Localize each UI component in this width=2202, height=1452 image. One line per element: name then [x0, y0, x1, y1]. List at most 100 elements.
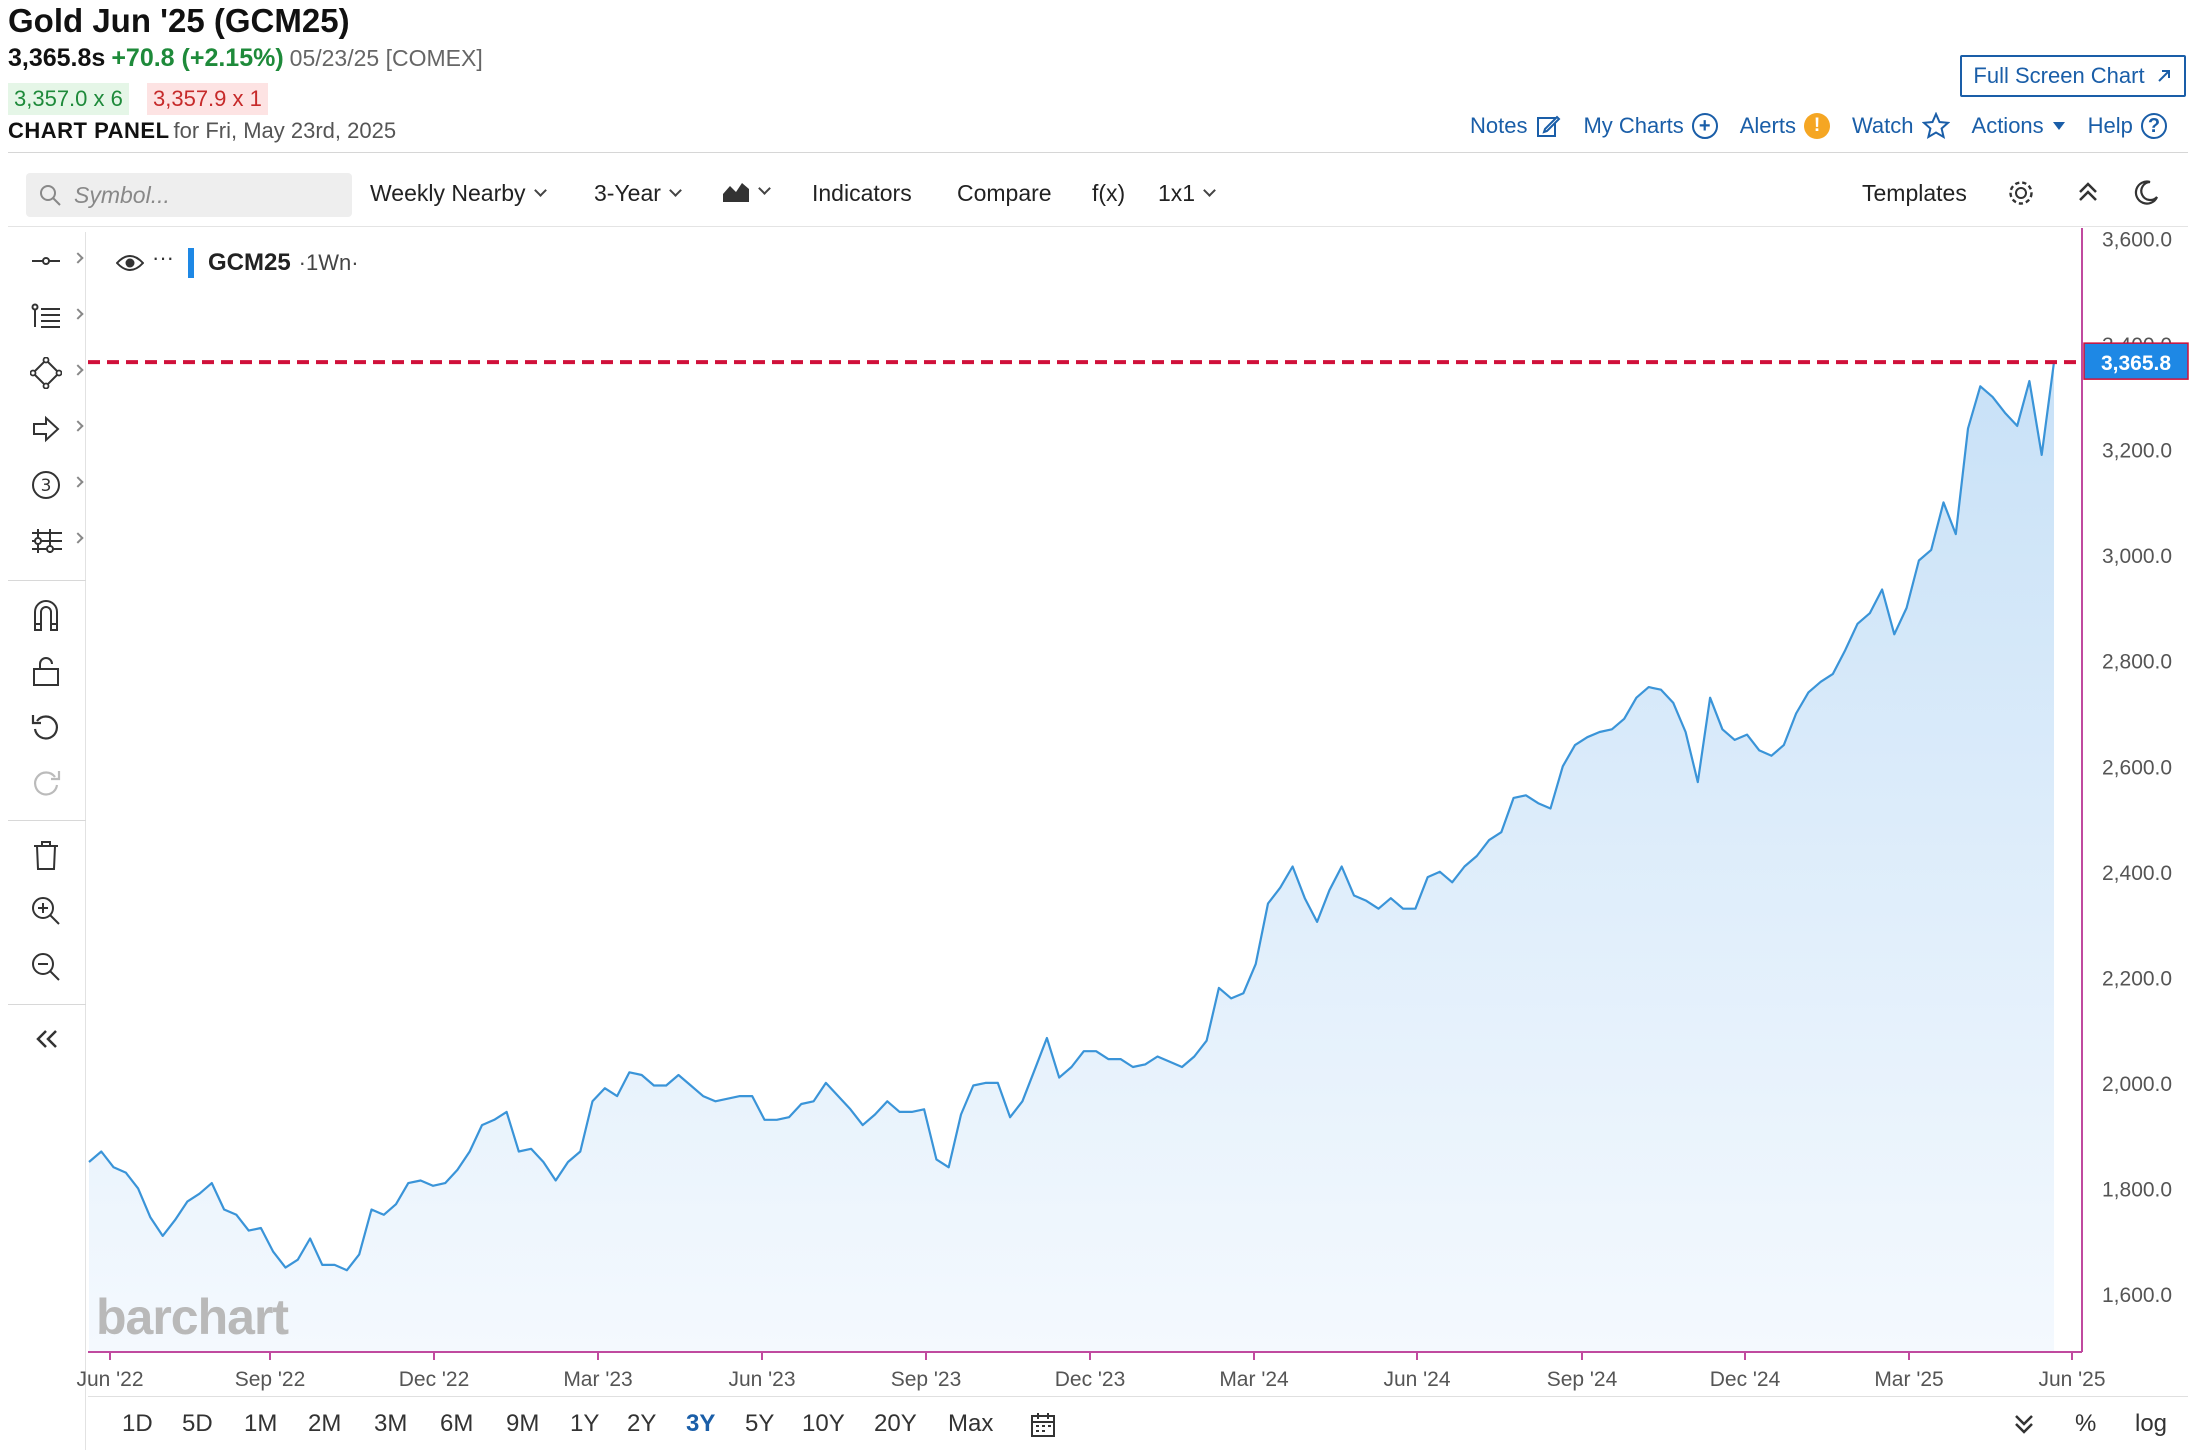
- star-icon: [1921, 112, 1950, 140]
- range-2m[interactable]: 2M: [308, 1410, 342, 1437]
- panel-label: CHART PANEL: [8, 118, 170, 143]
- range-5y[interactable]: 5Y: [745, 1410, 775, 1437]
- shape-tool[interactable]: [8, 350, 86, 396]
- compare-button[interactable]: Compare: [957, 180, 1052, 206]
- y-tick-label: 1,600.0: [2102, 1284, 2172, 1307]
- caret-down-icon: [2052, 122, 2065, 130]
- range-1m[interactable]: 1M: [244, 1410, 278, 1437]
- eye-icon[interactable]: [116, 253, 144, 273]
- notes-link[interactable]: Notes: [1470, 112, 1561, 140]
- unlock-icon: [33, 657, 59, 686]
- drawing-toolbar: 3: [8, 232, 86, 1450]
- watch-link[interactable]: Watch: [1852, 112, 1950, 140]
- svg-text:3,365.8: 3,365.8: [2101, 352, 2171, 375]
- range-9m[interactable]: 9M: [506, 1410, 540, 1437]
- zoom-out-icon: [32, 953, 60, 981]
- last-price: 3,365.8s: [8, 44, 106, 72]
- redo-button[interactable]: [8, 760, 86, 806]
- alerts-link[interactable]: Alerts !: [1740, 112, 1830, 140]
- gear-icon: [2009, 181, 2033, 205]
- collapse-toolbar-button[interactable]: [8, 1016, 86, 1062]
- measure-tool[interactable]: [8, 518, 86, 564]
- y-tick-label: 2,400.0: [2102, 862, 2172, 885]
- range-3m[interactable]: 3M: [374, 1410, 408, 1437]
- alert-icon: !: [1803, 113, 1830, 139]
- chevron-down-icon: [1203, 184, 1216, 197]
- chart-type-dropdown[interactable]: [722, 180, 771, 202]
- expand-down-button[interactable]: [2012, 1410, 2036, 1445]
- numbering-tool[interactable]: 3: [8, 462, 86, 508]
- header-divider: [8, 152, 2188, 153]
- shape-icon: [30, 357, 62, 389]
- range-3y[interactable]: 3Y: [686, 1410, 716, 1437]
- y-tick-label: 3,200.0: [2102, 440, 2172, 463]
- legend-symbol: GCM25: [207, 249, 291, 276]
- x-tick-label: Sep '23: [891, 1368, 962, 1391]
- x-tick-label: Jun '22: [76, 1368, 143, 1391]
- moon-icon: [2134, 180, 2159, 205]
- range-1y[interactable]: 1Y: [570, 1410, 600, 1437]
- arrow-tool[interactable]: [8, 406, 86, 452]
- range-2y[interactable]: 2Y: [627, 1410, 657, 1437]
- chevron-down-icon: [669, 184, 682, 197]
- quote-meta: 05/23/25 [COMEX]: [289, 45, 483, 71]
- price-change: +70.8 (+2.15%): [111, 44, 284, 72]
- undo-button[interactable]: [8, 704, 86, 750]
- x-tick-label: Jun '24: [1383, 1368, 1450, 1391]
- magnet-tool[interactable]: [8, 592, 86, 638]
- y-tick-label: 3,400.0: [2102, 334, 2172, 357]
- period-dropdown[interactable]: Weekly Nearby: [370, 180, 547, 207]
- zoom-in-button[interactable]: [8, 888, 86, 934]
- x-tick-label: Jun '23: [728, 1368, 795, 1391]
- series-legend[interactable]: ··· GCM25 ·1Wn·: [116, 245, 359, 278]
- list-lines-icon: [31, 303, 60, 328]
- zoom-in-icon: [32, 897, 60, 925]
- more-options-icon[interactable]: ···: [152, 245, 174, 270]
- my-charts-link[interactable]: My Charts +: [1583, 112, 1718, 140]
- tool-divider: [8, 820, 86, 821]
- calendar-button[interactable]: [1030, 1412, 1056, 1445]
- price-line: [88, 361, 2056, 1272]
- range-10y[interactable]: 10Y: [802, 1410, 845, 1437]
- range-20y[interactable]: 20Y: [874, 1410, 917, 1437]
- calendar-icon: [1031, 1413, 1055, 1437]
- range-1d[interactable]: 1D: [122, 1410, 153, 1437]
- zoom-out-button[interactable]: [8, 944, 86, 990]
- last-price-label: 3,365.8: [2083, 342, 2189, 380]
- dark-mode-toggle[interactable]: [2130, 178, 2160, 208]
- x-tick-label: Dec '23: [1055, 1368, 1126, 1391]
- fx-button[interactable]: f(x): [1092, 180, 1126, 206]
- timeframe-dropdown[interactable]: 3-Year: [594, 180, 682, 207]
- x-tick-label: Dec '22: [399, 1368, 470, 1391]
- indicators-button[interactable]: Indicators: [812, 180, 912, 206]
- templates-button[interactable]: Templates: [1862, 180, 1967, 206]
- x-tick-label: Sep '22: [235, 1368, 306, 1391]
- double-chevron-down-icon: [2015, 1415, 2033, 1434]
- line-tool[interactable]: [8, 238, 86, 284]
- log-scale-toggle[interactable]: log: [2135, 1410, 2168, 1437]
- percent-scale-toggle[interactable]: %: [2075, 1410, 2097, 1437]
- x-tick-label: Mar '24: [1219, 1368, 1289, 1391]
- plus-circle-icon: +: [1691, 113, 1718, 139]
- collapse-header-button[interactable]: [2076, 178, 2100, 206]
- x-tick-label: Mar '25: [1874, 1368, 1943, 1391]
- range-max[interactable]: Max: [948, 1410, 994, 1437]
- delete-drawings-button[interactable]: [8, 832, 86, 878]
- layout-dropdown[interactable]: 1x1: [1158, 180, 1216, 207]
- fib-tool[interactable]: [8, 294, 86, 340]
- y-tick-label: 2,000.0: [2102, 1073, 2172, 1096]
- top-links: Notes My Charts + Alerts ! Watch Actions…: [1470, 112, 2189, 140]
- x-tick-label: Mar '23: [563, 1368, 632, 1391]
- toolbar-divider: [8, 226, 2188, 227]
- help-link[interactable]: Help ?: [2088, 112, 2167, 140]
- range-divider: [88, 1396, 2188, 1397]
- lock-tool[interactable]: [8, 648, 86, 694]
- range-6m[interactable]: 6M: [440, 1410, 474, 1437]
- redo-icon: [34, 771, 61, 796]
- actions-menu[interactable]: Actions: [1972, 112, 2066, 140]
- settings-button[interactable]: [2006, 178, 2036, 208]
- range-5d[interactable]: 5D: [182, 1410, 213, 1437]
- symbol-search[interactable]: Symbol...: [26, 173, 352, 217]
- full-screen-chart-button[interactable]: Full Screen Chart: [1960, 55, 2186, 97]
- bid-badge: 3,357.0 x 6: [8, 83, 129, 115]
